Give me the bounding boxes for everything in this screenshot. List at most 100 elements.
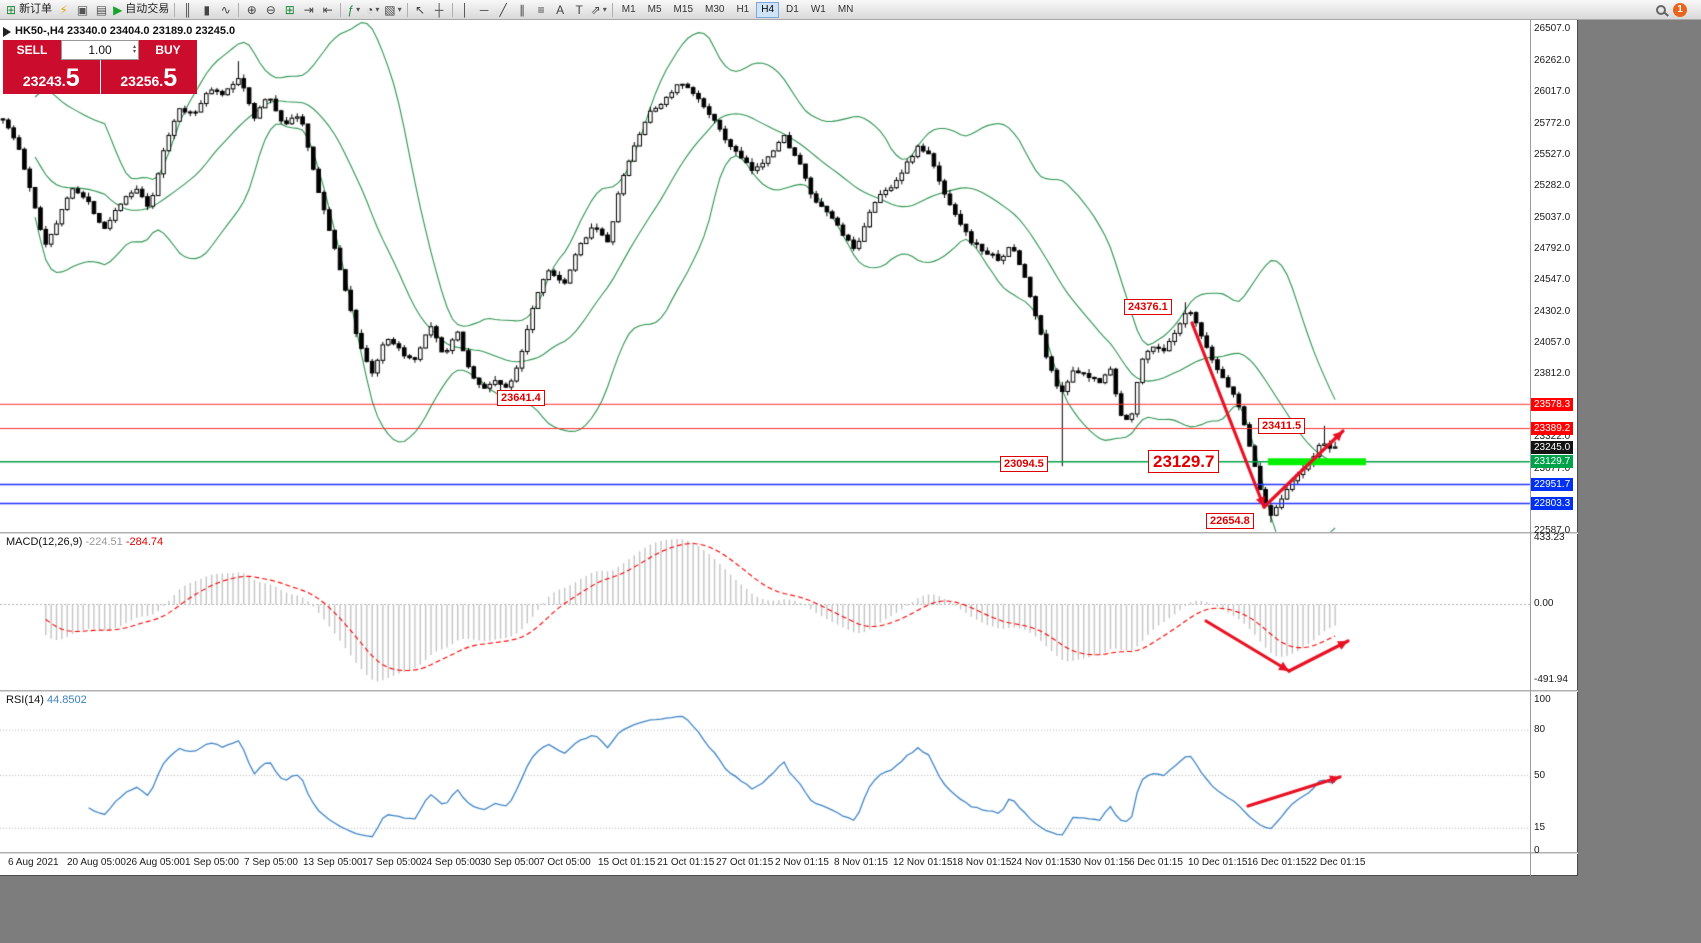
notification-badge[interactable]: 1 [1673,2,1687,17]
timeframe-toolbar: M1 M5 M15 M30 H1 H4 D1 W1 MN [616,1,860,18]
text-icon[interactable]: A [551,1,570,18]
time-axis-separator [0,852,1578,854]
timeframe-h4[interactable]: H4 [756,1,780,18]
price-axis-separator [1530,20,1531,876]
one-click-toggle[interactable] [3,27,11,37]
chart-window-icon[interactable]: ▣ [73,1,92,18]
chart-ohlc-info: HK50-,H4 23340.0 23404.0 23189.0 23245.0 [15,25,236,37]
candlestick-chart-icon-glyph: ▮ [203,2,211,17]
line-chart-icon[interactable]: ∿ [216,1,235,18]
new-order-button-label: 新订单 [19,3,53,15]
tile-windows-icon-glyph: ⊞ [284,2,295,17]
auto-scroll-icon[interactable]: ⇥ [299,1,318,18]
macd-pane-separator[interactable] [0,532,1578,534]
toolbar-separator [611,2,613,17]
profiles-icon-glyph: ▤ [95,2,108,17]
arrows-tool-icon[interactable]: ⇗ ▾ [589,1,609,18]
sell-price[interactable]: 23243. 5 [3,60,100,94]
toolbar-separator [406,2,408,17]
buy-price-main: 23256. [120,73,164,89]
rsi-name: RSI(14) [6,694,44,706]
text-label-icon-glyph: T [575,2,583,17]
main-toolbar: ⊞ 新订单 ⚡ ▣ ▤ ▶ 自动交易 ║ ▮ ∿ ⊕ ⊖ ⊞ ⇥ ⇤ ƒ ▾ ◔ ▾ ▧ ▾ ↖ ┼ │ ─ ╱ ∥ ≡ A T ⇗ ▾ M1… [0,0,1701,20]
templates-icon-glyph: ▧ [384,2,396,17]
timeframe-d1[interactable]: D1 [786,4,799,15]
periods-icon-glyph: ◔ [366,2,374,17]
bar-chart-icon[interactable]: ║ [178,1,197,18]
volume-input[interactable]: 1.00 ▴ ▾ [61,40,139,60]
buy-button[interactable]: BUY [139,40,197,60]
zoom-in-icon[interactable]: ⊕ [242,1,261,18]
rsi-pane-separator[interactable] [0,690,1578,692]
indicators-icon-caret[interactable]: ▾ [356,4,361,14]
buy-price-last-digit: 5 [163,64,178,92]
autotrading-button-label: 自动交易 [125,3,170,15]
chart-area[interactable] [0,20,1578,876]
timeframe-h1[interactable]: H1 [736,4,750,15]
profiles-icon[interactable]: ▤ [92,1,111,18]
vertical-line-icon-glyph: │ [461,2,469,17]
timeframe-m15[interactable]: M15 [673,4,693,15]
sell-price-main: 23243. [22,73,66,89]
text-label-icon[interactable]: T [570,1,589,18]
sell-price-last-digit: 5 [65,64,80,92]
toolbar-button-group: ⊞ 新订单 ⚡ ▣ ▤ ▶ 自动交易 ║ ▮ ∿ ⊕ ⊖ ⊞ ⇥ ⇤ ƒ ▾ ◔ ▾ ▧ ▾ ↖ ┼ │ ─ ╱ ∥ ≡ A T ⇗ ▾ [4,1,616,18]
macd-name: MACD(12,26,9) [6,536,83,548]
macd-main-value: -224.51 [85,536,123,548]
fibonacci-icon-glyph: ≡ [537,2,545,17]
indicators-icon-glyph: ƒ [347,2,355,17]
templates-icon[interactable]: ▧ ▾ [382,1,403,18]
timeframe-m1[interactable]: M1 [621,4,636,15]
crosshair-icon[interactable]: ┼ [430,1,449,18]
trendline-icon[interactable]: ╱ [494,1,513,18]
zoom-out-icon[interactable]: ⊖ [261,1,280,18]
channel-icon-glyph: ∥ [519,2,526,17]
horizontal-line-icon[interactable]: ─ [475,1,494,18]
toolbar-right-group: 1 [1656,2,1687,17]
auto-scroll-icon-glyph: ⇥ [303,2,314,17]
bar-chart-icon-glyph: ║ [183,2,193,17]
tile-windows-icon[interactable]: ⊞ [280,1,299,18]
autotrading-button-glyph: ▶ [113,2,123,17]
text-icon-glyph: A [556,2,565,17]
zoom-in-icon-glyph: ⊕ [246,2,257,17]
timeframe-w1[interactable]: W1 [810,4,826,15]
arrows-tool-icon-caret[interactable]: ▾ [602,4,607,14]
toolbar-separator [340,2,342,17]
new-order-button[interactable]: ⊞ 新订单 [4,1,54,18]
autotrading-status-icon[interactable]: ⚡ [54,1,73,18]
new-order-button-glyph: ⊞ [6,2,17,17]
channel-icon[interactable]: ∥ [513,1,532,18]
periods-icon[interactable]: ◔ ▾ [363,1,382,18]
one-click-trading-panel: SELL 1.00 ▴ ▾ BUY 23243. 5 23256. 5 [3,40,197,94]
chart-window-icon-glyph: ▣ [76,2,89,17]
buy-price[interactable]: 23256. 5 [100,60,197,94]
volume-value: 1.00 [88,43,112,57]
rsi-value: 44.8502 [46,694,87,706]
chart-shift-icon-glyph: ⇤ [322,2,333,17]
sell-button[interactable]: SELL [3,40,61,60]
trendline-icon-glyph: ╱ [499,2,507,17]
chart-shift-icon[interactable]: ⇤ [318,1,337,18]
arrows-tool-icon-glyph: ⇗ [590,2,601,17]
timeframe-m30[interactable]: M30 [705,4,725,15]
volume-spinner[interactable]: ▴ ▾ [132,44,136,55]
rsi-label: RSI(14) 44.8502 [6,694,87,706]
timeframe-mn[interactable]: MN [837,4,854,15]
cursor-icon[interactable]: ↖ [411,1,430,18]
periods-icon-caret[interactable]: ▾ [375,4,380,14]
horizontal-line-icon-glyph: ─ [479,2,489,17]
toolbar-separator [238,2,240,17]
vertical-line-icon[interactable]: │ [456,1,475,18]
cursor-icon-glyph: ↖ [415,2,426,17]
search-icon[interactable] [1656,4,1666,15]
indicators-icon[interactable]: ƒ ▾ [344,1,363,18]
templates-icon-caret[interactable]: ▾ [397,4,402,14]
macd-label: MACD(12,26,9) -224.51 -284.74 [6,536,163,548]
timeframe-m5[interactable]: M5 [647,4,662,15]
candlestick-chart-icon[interactable]: ▮ [197,1,216,18]
line-chart-icon-glyph: ∿ [220,2,231,17]
autotrading-button[interactable]: ▶ 自动交易 [111,1,171,18]
toolbar-separator [451,2,453,17]
fibonacci-icon[interactable]: ≡ [532,1,551,18]
